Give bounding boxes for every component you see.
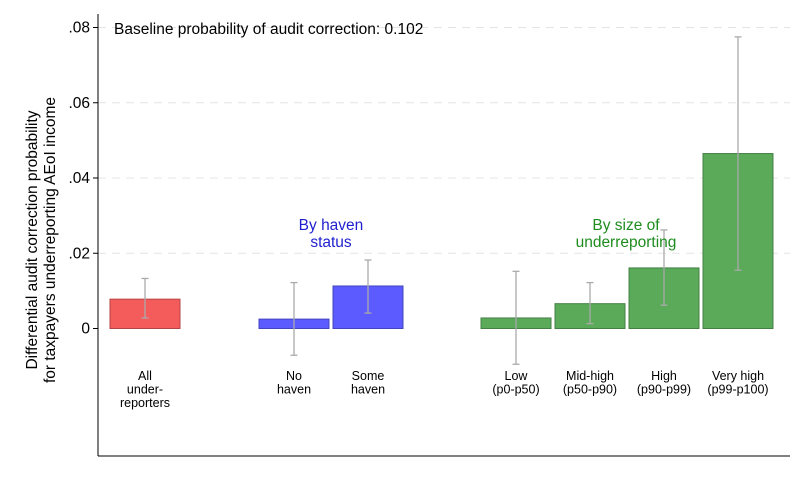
x-tick-label: Some haven [351, 369, 385, 397]
y-tick-label: .06 [68, 95, 90, 112]
error-bar [290, 281, 298, 356]
baseline-annotation: Baseline probability of audit correction… [114, 21, 423, 38]
error-bars [141, 36, 742, 365]
y-axis-label-line: Differential audit correction probabilit… [24, 110, 41, 369]
group-titles: By haven status By size of underreporting [299, 217, 677, 251]
error-bar [512, 270, 520, 365]
y-tick-label: .08 [68, 20, 90, 37]
y-axis-label-line: for taxpayers underreporting AEoI income [42, 97, 59, 383]
y-tick-label: .04 [68, 170, 90, 187]
x-tick-labels: All under-reporters No haven Some haven Low (p0… [120, 369, 769, 410]
x-tick-label: Very high (p99-p100) [707, 369, 768, 397]
x-tick-label: High (p90-p99) [637, 369, 691, 397]
error-bar [660, 229, 668, 306]
x-tick-label: Mid-high (p50-p90) [563, 369, 617, 397]
error-bar [141, 277, 149, 319]
y-axis-label: Differential audit correction probabilit… [24, 97, 59, 383]
error-bar [364, 259, 372, 314]
group-title: By size of underreporting [576, 217, 677, 251]
x-tick-label: No haven [277, 369, 311, 397]
y-tick-label: 0 [81, 321, 90, 338]
y-ticks: 0 .02 .04 .06 .08 [68, 20, 98, 338]
error-bar [586, 281, 594, 325]
group-title: By haven status [299, 217, 364, 251]
error-bar [734, 36, 742, 271]
x-tick-label: Low (p0-p50) [492, 369, 539, 397]
y-tick-label: .02 [68, 245, 90, 262]
x-tick-label: All under-reporters [120, 369, 170, 410]
gridlines [98, 27, 790, 254]
